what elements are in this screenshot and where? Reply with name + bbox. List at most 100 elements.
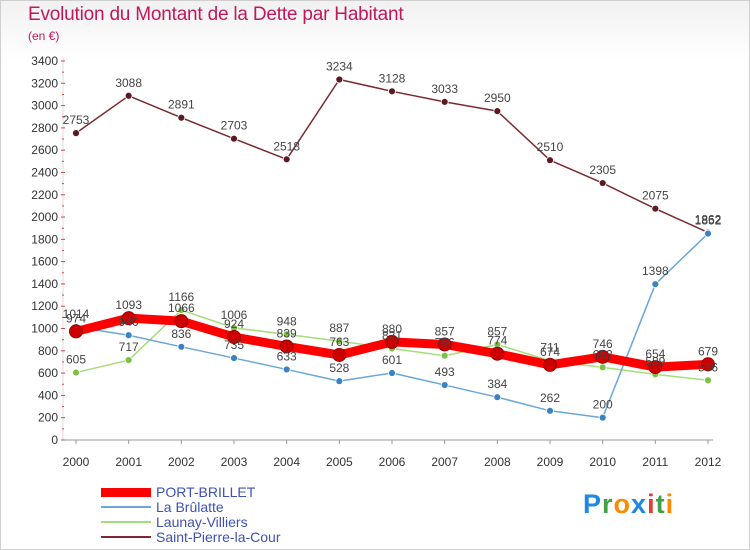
point-port-brillet [69, 324, 83, 339]
data-label-port-brillet: 774 [487, 334, 507, 348]
point-la-brulatte [651, 280, 660, 289]
point-la-brulatte [124, 331, 133, 340]
point-saint-pierre-la-cour [335, 75, 344, 84]
data-label-saint-pierre-la-cour: 2753 [63, 113, 90, 127]
data-label-saint-pierre-la-cour: 2305 [589, 163, 616, 177]
point-la-brulatte [282, 365, 291, 374]
y-tick-label: 2400 [31, 165, 58, 179]
point-saint-pierre-la-cour [388, 87, 396, 96]
data-label-launay-villiers: 652 [593, 347, 613, 361]
point-port-brillet [332, 347, 347, 362]
data-label-la-brulatte: 601 [382, 353, 402, 367]
point-launay-villiers [598, 363, 607, 372]
data-label-la-brulatte: 200 [593, 398, 613, 412]
point-la-brulatte [493, 393, 502, 402]
point-port-brillet [701, 357, 715, 372]
data-label-port-brillet: 1093 [115, 298, 142, 312]
point-saint-pierre-la-cour [72, 129, 80, 138]
point-saint-pierre-la-cour [230, 134, 238, 143]
y-tick-label: 2000 [31, 210, 58, 224]
x-tick-label: 2002 [168, 455, 195, 469]
data-label-port-brillet: 839 [277, 326, 297, 340]
logo-letter: P [583, 489, 603, 519]
point-port-brillet [437, 337, 452, 352]
logo-letter: t [655, 489, 666, 519]
point-saint-pierre-la-cour [598, 179, 607, 187]
data-label-saint-pierre-la-cour: 2518 [273, 139, 300, 153]
x-tick-label: 2008 [484, 455, 511, 469]
point-saint-pierre-la-cour [651, 204, 660, 213]
data-label-saint-pierre-la-cour: 2075 [642, 189, 669, 203]
data-label-launay-villiers: 536 [698, 360, 718, 374]
logo-letter: i [665, 489, 675, 519]
point-port-brillet [595, 349, 610, 364]
logo-letter: r [602, 489, 614, 519]
x-tick-label: 2001 [115, 455, 142, 469]
x-tick-label: 2011 [642, 455, 668, 469]
point-port-brillet [543, 357, 557, 372]
point-la-brulatte [388, 369, 396, 377]
data-label-port-brillet: 679 [698, 344, 718, 358]
data-label-launay-villiers: 1006 [221, 308, 248, 322]
y-tick-label: 1400 [31, 277, 58, 291]
y-tick-label: 1200 [31, 299, 58, 313]
data-label-launay-villiers: 821 [382, 328, 402, 342]
x-tick-label: 2004 [273, 455, 300, 469]
x-tick-label: 2003 [221, 455, 248, 469]
x-tick-label: 2006 [379, 455, 406, 469]
y-tick-label: 1800 [31, 232, 58, 246]
point-saint-pierre-la-cour [124, 91, 133, 100]
point-saint-pierre-la-cour [282, 155, 291, 164]
data-label-la-brulatte: 940 [119, 315, 139, 329]
data-label-la-brulatte: 735 [224, 338, 244, 352]
data-label-port-brillet: 974 [66, 311, 86, 325]
data-label-port-brillet: 857 [435, 324, 455, 338]
point-launay-villiers [177, 306, 186, 314]
x-tick-label: 2009 [537, 455, 564, 469]
legend-label: Launay-Villiers [156, 514, 248, 530]
data-label-port-brillet: 763 [329, 335, 349, 349]
data-label-la-brulatte: 1852 [695, 214, 722, 228]
point-saint-pierre-la-cour [177, 113, 186, 122]
point-port-brillet [385, 334, 399, 349]
y-tick-label: 1600 [31, 255, 58, 269]
proxiti-logo: Proxiti [583, 489, 674, 520]
data-label-launay-villiers: 717 [119, 340, 139, 354]
data-label-port-brillet: 1066 [168, 301, 195, 315]
point-saint-pierre-la-cour [440, 98, 449, 106]
data-label-saint-pierre-la-cour: 2891 [168, 98, 195, 112]
y-tick-label: 200 [38, 411, 58, 425]
y-tick-label: 400 [38, 388, 58, 402]
x-tick-label: 2012 [695, 455, 722, 469]
point-la-brulatte [230, 354, 238, 362]
point-la-brulatte [335, 377, 344, 386]
data-label-launay-villiers: 948 [277, 314, 297, 328]
x-tick-label: 2005 [326, 455, 353, 469]
x-tick-label: 2010 [589, 455, 616, 469]
point-launay-villiers [440, 351, 449, 360]
y-tick-label: 2600 [31, 143, 58, 157]
data-label-saint-pierre-la-cour: 2950 [484, 91, 511, 105]
data-label-launay-villiers: 1166 [168, 290, 194, 304]
data-label-launay-villiers: 589 [645, 354, 665, 368]
legend-label: La Brûlatte [156, 499, 224, 515]
data-label-port-brillet: 746 [593, 337, 613, 351]
y-tick-label: 3000 [31, 99, 58, 113]
data-label-port-brillet: 654 [645, 347, 665, 361]
data-label-la-brulatte: 384 [487, 377, 507, 391]
point-port-brillet [648, 360, 663, 375]
point-la-brulatte [177, 342, 186, 351]
chart-title: Evolution du Montant de la Dette par Hab… [28, 4, 404, 25]
data-label-saint-pierre-la-cour: 3033 [431, 82, 458, 96]
point-saint-pierre-la-cour [546, 156, 554, 165]
data-label-la-brulatte: 633 [277, 349, 297, 363]
data-label-saint-pierre-la-cour: 2703 [221, 119, 248, 133]
y-tick-label: 600 [38, 366, 58, 380]
point-la-brulatte [546, 406, 554, 415]
data-label-saint-pierre-la-cour: 2510 [537, 140, 564, 154]
point-port-brillet [490, 346, 505, 361]
data-label-la-brulatte: 262 [540, 391, 560, 405]
legend-swatch [101, 506, 151, 508]
logo-letter: i [647, 489, 656, 519]
